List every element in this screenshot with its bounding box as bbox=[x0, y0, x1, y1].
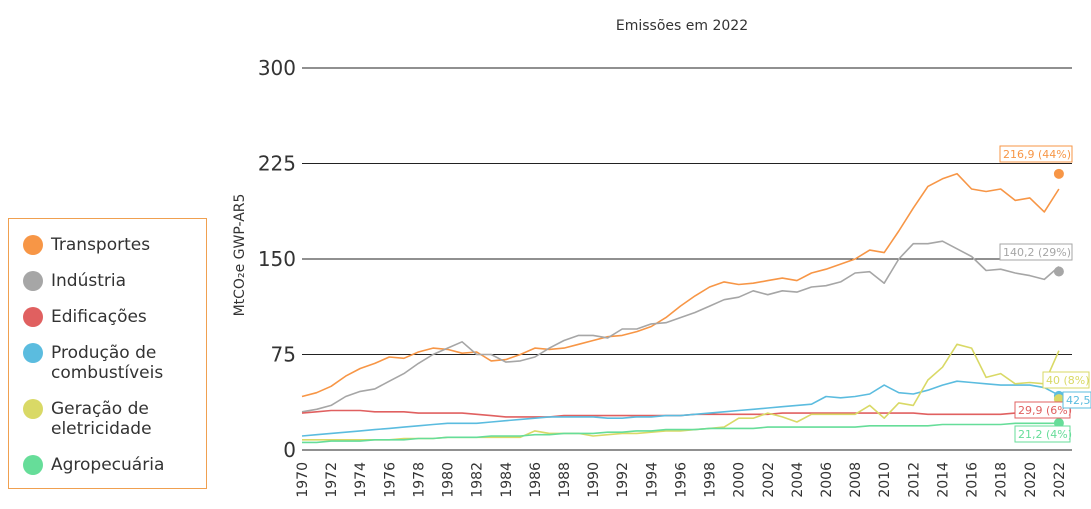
series-endpoint-0 bbox=[1053, 168, 1064, 179]
end-label-text: 29,9 (6%) bbox=[1018, 404, 1072, 417]
series-line-5 bbox=[302, 422, 1059, 444]
end-label-3: 42,5 (9%) bbox=[1062, 391, 1091, 409]
x-tick-label: 2002 bbox=[761, 462, 777, 498]
end-label-text: 216,9 (44%) bbox=[1003, 148, 1071, 161]
y-axis-ticks: 0 75 150 225 300 bbox=[258, 56, 296, 462]
x-tick-label: 2012 bbox=[906, 462, 922, 498]
x-tick-label: 1996 bbox=[673, 462, 689, 498]
x-tick-label: 1972 bbox=[324, 462, 340, 498]
y-axis-label: MtCO₂e GWP-AR5 bbox=[232, 194, 248, 317]
x-tick-label: 2004 bbox=[790, 462, 806, 498]
y-tick-label: 0 bbox=[283, 438, 296, 462]
x-tick-label: 1984 bbox=[499, 462, 515, 498]
x-tick-label: 1982 bbox=[470, 462, 486, 498]
x-tick-label: 1988 bbox=[557, 462, 573, 498]
x-tick-label: 1974 bbox=[353, 462, 369, 498]
legend-swatch bbox=[23, 399, 43, 419]
legend-swatch bbox=[23, 271, 43, 291]
y-tick-label: 150 bbox=[258, 247, 296, 271]
end-label-text: 140,2 (29%) bbox=[1003, 246, 1071, 259]
x-tick-label: 2006 bbox=[819, 462, 835, 498]
end-label-1: 140,2 (29%) bbox=[999, 243, 1073, 261]
x-tick-label: 2022 bbox=[1052, 462, 1068, 498]
end-labels: 216,9 (44%) 140,2 (29%) 29,9 (6%)42,5 (9%)… bbox=[999, 145, 1091, 443]
series-line-0 bbox=[301, 172, 1060, 398]
x-tick-label: 2000 bbox=[732, 462, 748, 498]
end-label-box bbox=[1014, 401, 1071, 419]
end-label-text: 21,2 (4%) bbox=[1018, 428, 1072, 441]
x-tick-label: 2008 bbox=[848, 462, 864, 498]
x-tick-label: 1978 bbox=[411, 462, 427, 498]
x-tick-label: 1976 bbox=[382, 462, 398, 498]
legend-label: Transportes bbox=[51, 235, 151, 255]
end-label-box bbox=[1042, 371, 1090, 389]
end-label-0: 216,9 (44%) bbox=[999, 145, 1073, 163]
x-tick-label: 2016 bbox=[965, 462, 981, 498]
legend-label: Geração de eletricidade bbox=[51, 399, 152, 439]
x-tick-label: 1980 bbox=[441, 462, 457, 498]
series-line-3 bbox=[301, 380, 1060, 437]
x-axis-ticks: 1970 1972 1974 1976 1978 1980 1982 1984 1986 1988… bbox=[295, 462, 1068, 498]
legend-label: Indústria bbox=[51, 271, 127, 291]
x-tick-label: 2018 bbox=[994, 462, 1010, 498]
end-label-box bbox=[999, 145, 1073, 163]
y-tick-label: 75 bbox=[271, 343, 296, 367]
x-tick-label: 1992 bbox=[615, 462, 631, 498]
x-tick-label: 1970 bbox=[295, 462, 311, 498]
legend-label: Agropecuária bbox=[51, 455, 165, 475]
end-label-5: 21,2 (4%) bbox=[1014, 425, 1072, 443]
end-label-text: 42,5 (9%) bbox=[1066, 394, 1091, 407]
y-tick-label: 225 bbox=[258, 152, 296, 176]
end-label-box bbox=[1062, 391, 1091, 409]
legend-swatch bbox=[23, 307, 43, 327]
y-tick-label: 300 bbox=[258, 56, 296, 80]
legend-label: Edificações bbox=[51, 307, 147, 327]
x-tick-label: 2020 bbox=[1023, 462, 1039, 498]
x-tick-label: 1986 bbox=[528, 462, 544, 498]
legend-swatch bbox=[23, 455, 43, 475]
legend-label: Produção de combustíveis bbox=[51, 343, 164, 383]
x-tick-label: 1998 bbox=[703, 462, 719, 498]
legend: Transportes Indústria Edificações Produção … bbox=[8, 218, 207, 489]
x-tick-label: 1994 bbox=[644, 462, 660, 498]
series-endpoint-1 bbox=[1053, 266, 1064, 277]
series-lines bbox=[301, 168, 1064, 444]
series-line-1 bbox=[301, 240, 1060, 413]
x-tick-label: 2010 bbox=[877, 462, 893, 498]
end-label-2: 29,9 (6%) bbox=[1014, 401, 1072, 419]
end-label-box bbox=[999, 243, 1073, 261]
legend-swatch bbox=[23, 235, 43, 255]
chart-title: Emissões em 2022 bbox=[616, 18, 748, 34]
end-label-text: 40 (8%) bbox=[1046, 374, 1090, 387]
gridlines bbox=[302, 67, 1072, 451]
x-tick-label: 2014 bbox=[935, 462, 951, 498]
legend-swatch bbox=[23, 343, 43, 363]
end-label-4: 40 (8%) bbox=[1042, 371, 1090, 389]
x-tick-label: 1990 bbox=[586, 462, 602, 498]
end-label-box bbox=[1014, 425, 1071, 443]
